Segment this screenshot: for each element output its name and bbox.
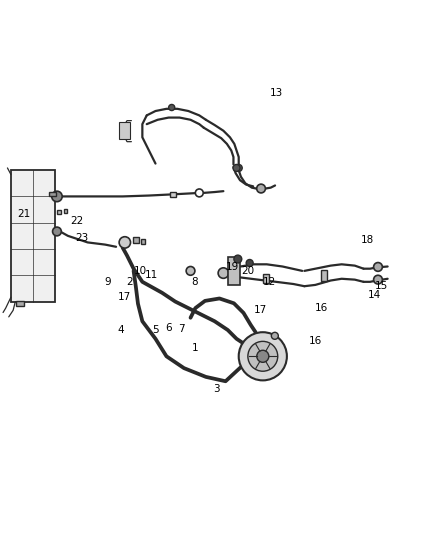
Circle shape <box>234 255 242 263</box>
Bar <box>170 191 176 197</box>
Text: 9: 9 <box>104 277 111 287</box>
Circle shape <box>218 268 229 278</box>
Bar <box>57 209 61 214</box>
Text: 4: 4 <box>117 325 124 335</box>
Circle shape <box>257 184 265 193</box>
Circle shape <box>235 165 242 172</box>
Text: 20: 20 <box>241 266 254 276</box>
Circle shape <box>53 227 61 236</box>
Text: 11: 11 <box>145 270 158 280</box>
Text: 3: 3 <box>213 384 220 394</box>
Text: 15: 15 <box>374 281 388 291</box>
Circle shape <box>248 341 278 371</box>
Bar <box>64 209 67 213</box>
Circle shape <box>233 165 240 172</box>
Text: 18: 18 <box>361 235 374 245</box>
Bar <box>49 192 56 197</box>
Text: 22: 22 <box>70 215 83 225</box>
Bar <box>141 239 145 244</box>
Bar <box>16 301 24 306</box>
Circle shape <box>239 332 287 381</box>
Text: 19: 19 <box>226 262 239 271</box>
Text: 8: 8 <box>191 277 198 287</box>
Text: 6: 6 <box>165 323 172 333</box>
Text: 5: 5 <box>152 325 159 335</box>
Circle shape <box>186 266 195 275</box>
Circle shape <box>374 263 382 271</box>
Bar <box>321 270 328 281</box>
Circle shape <box>195 189 203 197</box>
Circle shape <box>271 332 279 340</box>
Text: 2: 2 <box>126 277 133 287</box>
Text: 1: 1 <box>191 343 198 352</box>
Bar <box>228 257 240 285</box>
Text: 10: 10 <box>134 266 147 276</box>
Text: 17: 17 <box>254 305 267 316</box>
Text: 17: 17 <box>118 292 131 302</box>
Circle shape <box>374 275 382 284</box>
Circle shape <box>246 260 253 266</box>
Text: 12: 12 <box>263 277 276 287</box>
Circle shape <box>169 104 175 110</box>
Bar <box>133 237 138 243</box>
Bar <box>119 122 131 140</box>
Circle shape <box>52 191 62 201</box>
Text: 23: 23 <box>76 233 89 243</box>
Text: 7: 7 <box>178 324 185 334</box>
Circle shape <box>257 350 269 362</box>
Bar <box>263 274 269 283</box>
Circle shape <box>119 237 131 248</box>
Bar <box>11 170 55 302</box>
Text: 21: 21 <box>18 209 31 219</box>
Text: 13: 13 <box>269 88 283 99</box>
Text: 16: 16 <box>309 336 322 346</box>
Text: 14: 14 <box>368 290 381 300</box>
Text: 16: 16 <box>315 303 328 313</box>
